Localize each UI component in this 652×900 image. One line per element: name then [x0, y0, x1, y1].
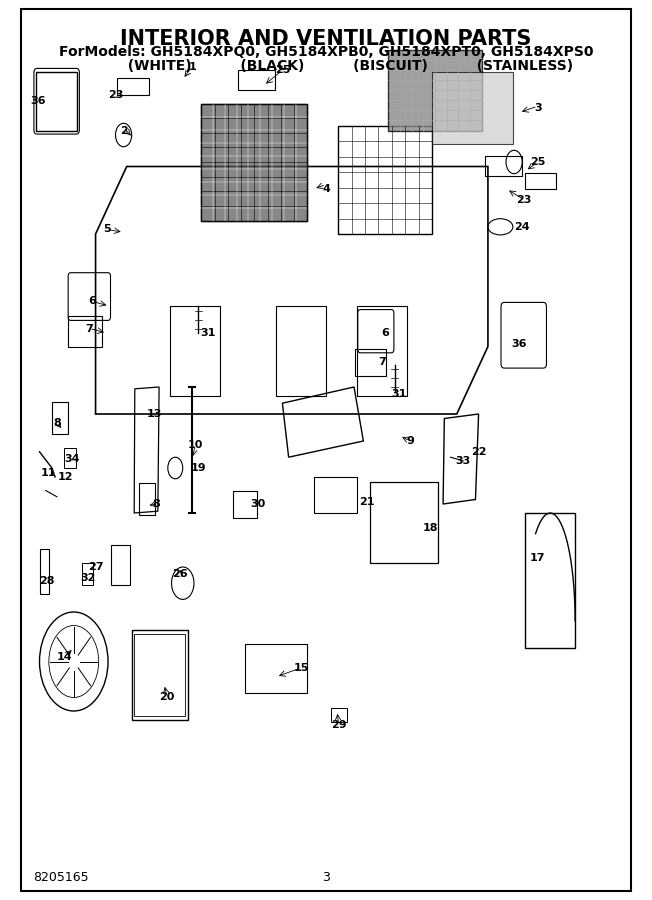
Text: 21: 21 — [359, 497, 374, 508]
Text: 31: 31 — [392, 389, 408, 400]
Text: 22: 22 — [471, 446, 486, 457]
Bar — [82, 562, 93, 585]
Bar — [68, 316, 102, 347]
Text: 6: 6 — [381, 328, 389, 338]
Text: 5: 5 — [103, 224, 111, 235]
Bar — [134, 634, 185, 716]
Bar — [355, 349, 386, 376]
Text: 14: 14 — [57, 652, 72, 662]
Bar — [314, 477, 357, 513]
Bar — [201, 104, 307, 220]
Text: 20: 20 — [160, 692, 175, 703]
Text: 17: 17 — [530, 553, 546, 563]
Text: ForModels: GH5184XPQ0, GH5184XPB0, GH5184XPT0, GH5184XPS0: ForModels: GH5184XPQ0, GH5184XPB0, GH518… — [59, 45, 593, 59]
Bar — [52, 402, 68, 434]
Bar — [40, 549, 49, 594]
Bar — [65, 448, 76, 468]
Text: INTERIOR AND VENTILATION PARTS: INTERIOR AND VENTILATION PARTS — [121, 29, 531, 49]
Bar — [357, 306, 407, 396]
Text: 2: 2 — [120, 125, 127, 136]
Bar — [111, 544, 130, 585]
Bar — [201, 104, 307, 220]
Text: 32: 32 — [80, 572, 96, 583]
Text: 26: 26 — [172, 569, 188, 580]
Text: 29: 29 — [331, 719, 346, 730]
Bar — [331, 708, 347, 722]
Text: 23: 23 — [108, 89, 123, 100]
Text: 28: 28 — [39, 575, 55, 586]
Bar — [117, 78, 149, 94]
Text: 10: 10 — [188, 440, 203, 451]
Text: 36: 36 — [511, 338, 527, 349]
Bar — [338, 126, 432, 234]
Text: (WHITE)          (BLACK)          (BISCUIT)          (STAINLESS): (WHITE) (BLACK) (BISCUIT) (STAINLESS) — [79, 58, 573, 73]
Bar — [170, 306, 220, 396]
Bar — [370, 482, 438, 562]
Text: 11: 11 — [41, 467, 57, 478]
Text: 9: 9 — [406, 436, 414, 446]
Text: 6: 6 — [89, 296, 96, 307]
Text: 25: 25 — [530, 157, 546, 167]
Text: 19: 19 — [190, 463, 206, 473]
Bar — [432, 72, 513, 144]
Text: 25: 25 — [274, 65, 290, 76]
Text: 34: 34 — [64, 454, 80, 464]
Text: 27: 27 — [88, 562, 103, 572]
Text: 15: 15 — [293, 662, 309, 673]
Bar — [389, 50, 482, 130]
Text: 33: 33 — [455, 455, 471, 466]
Text: 12: 12 — [58, 472, 74, 482]
Bar — [526, 513, 575, 648]
Bar — [237, 70, 275, 90]
Bar — [132, 630, 188, 720]
Text: 24: 24 — [514, 221, 530, 232]
Text: 36: 36 — [31, 95, 46, 106]
Text: 7: 7 — [85, 323, 93, 334]
Bar — [139, 483, 155, 515]
Text: 8205165: 8205165 — [33, 871, 89, 884]
Bar — [485, 156, 522, 176]
Text: 3: 3 — [322, 871, 330, 884]
Bar — [526, 173, 556, 189]
Bar — [245, 644, 307, 693]
Text: 8: 8 — [53, 418, 61, 428]
Text: 30: 30 — [250, 499, 265, 509]
Text: 1: 1 — [188, 62, 196, 73]
Text: 13: 13 — [147, 409, 162, 419]
Bar — [37, 72, 77, 130]
Text: 4: 4 — [322, 184, 330, 194]
Text: 3: 3 — [534, 103, 542, 113]
Text: 23: 23 — [516, 194, 532, 205]
Text: 18: 18 — [423, 523, 438, 534]
Text: 31: 31 — [200, 328, 215, 338]
Bar — [233, 491, 258, 518]
Bar — [276, 306, 326, 396]
Text: 7: 7 — [378, 356, 386, 367]
Text: 8: 8 — [153, 499, 160, 509]
